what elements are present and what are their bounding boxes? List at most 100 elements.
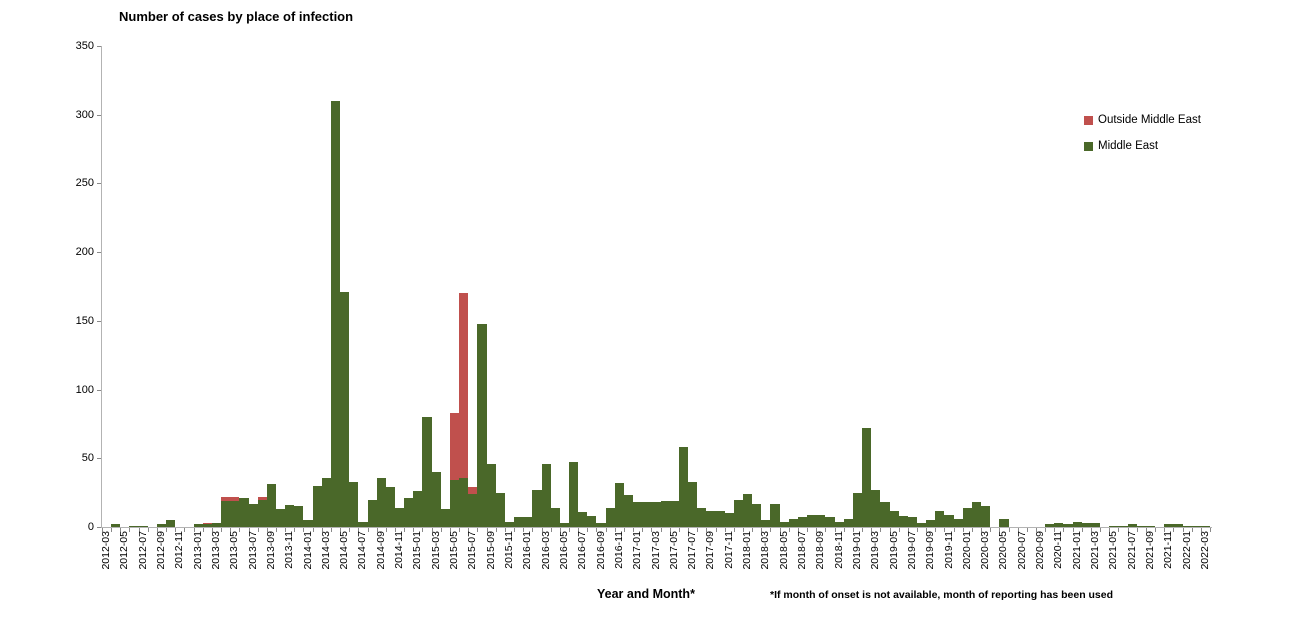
bar-middle-east (358, 521, 368, 527)
x-axis-tick (715, 528, 717, 532)
x-axis-label: 2020-07 (1015, 531, 1028, 570)
x-axis-tick (129, 528, 131, 532)
x-axis-tick (303, 528, 305, 532)
x-axis-tick (1063, 528, 1065, 532)
x-axis-tick (459, 528, 461, 532)
bar-middle-east (871, 489, 881, 527)
x-axis-tick (569, 528, 570, 532)
bar-middle-east (587, 516, 597, 527)
y-axis-tick (97, 114, 101, 116)
bar-outside-middle-east (468, 487, 478, 495)
bar-middle-east (340, 292, 350, 527)
x-axis-tick (184, 528, 186, 532)
bar-middle-east (193, 524, 203, 527)
x-axis-tick (514, 528, 516, 532)
x-axis-tick (495, 528, 497, 532)
legend-label-middle-east: Middle East (1098, 140, 1159, 152)
x-axis-tick (614, 528, 616, 532)
y-axis-tick (97, 183, 101, 185)
x-axis-tick (559, 528, 561, 532)
x-axis-tick (825, 528, 827, 532)
x-axis-tick (962, 528, 964, 532)
bar-middle-east (935, 510, 945, 527)
x-axis-tick (1072, 528, 1074, 532)
x-axis-tick (724, 528, 726, 532)
y-axis-tick (97, 320, 101, 322)
x-axis-tick (422, 528, 424, 532)
x-axis-label: 2012-11 (173, 531, 186, 569)
bar-middle-east (981, 506, 991, 527)
x-axis-tick (486, 528, 488, 532)
bar-middle-east (1182, 525, 1192, 527)
bar-outside-middle-east (257, 496, 267, 500)
x-axis-tick (239, 528, 241, 532)
bar-middle-east (889, 510, 899, 527)
x-axis-label: 2014-01 (301, 531, 314, 570)
x-axis-tick (532, 528, 534, 532)
bar-middle-east (129, 525, 139, 527)
x-axis-tick (166, 528, 168, 532)
x-axis-tick (385, 528, 387, 532)
bar-middle-east (1054, 522, 1064, 527)
bar-middle-east (431, 472, 441, 527)
x-axis-tick (211, 528, 213, 532)
bar-outside-middle-east (221, 496, 231, 501)
x-axis-tick (935, 528, 937, 532)
x-axis-tick (349, 528, 351, 532)
x-axis-label: 2019-01 (850, 531, 863, 570)
bar-middle-east (504, 521, 515, 527)
x-axis-tick (678, 528, 680, 532)
x-axis-tick (138, 528, 140, 532)
x-axis-tick (706, 528, 708, 532)
x-axis-label: 2019-05 (887, 531, 900, 570)
x-axis-tick (541, 528, 543, 532)
bar-middle-east (221, 500, 231, 527)
bar-middle-east (495, 492, 505, 527)
bar-middle-east (596, 522, 606, 527)
x-axis-tick (770, 528, 772, 532)
x-axis-label: 2016-07 (576, 531, 589, 570)
bar-middle-east (541, 463, 551, 527)
x-axis-tick (193, 528, 195, 532)
x-axis-tick (1173, 528, 1175, 532)
x-axis-label: 2017-01 (631, 531, 644, 570)
bar-middle-east (532, 489, 542, 527)
bar-middle-east (678, 447, 689, 527)
x-axis-tick (1182, 528, 1184, 532)
x-axis-label: 2018-07 (796, 531, 808, 570)
x-axis-tick (1155, 528, 1157, 532)
x-axis-label: 2015-07 (466, 531, 479, 570)
chart-title: Number of cases by place of infection (119, 9, 354, 24)
x-axis-label: 2019-11 (942, 531, 955, 569)
x-axis-label: 2017-07 (686, 531, 699, 570)
bar-middle-east (367, 499, 377, 527)
x-axis-tick (275, 528, 277, 532)
x-axis-label: 2016-11 (612, 531, 625, 569)
x-axis-tick (202, 528, 204, 532)
x-axis-tick (1081, 528, 1083, 532)
x-axis-label: 2012-03 (100, 531, 113, 570)
x-axis-tick (697, 528, 699, 532)
x-axis-tick (587, 528, 589, 532)
x-axis-label: 2013-03 (209, 531, 222, 570)
bar-middle-east (880, 502, 890, 527)
x-axis-tick (1008, 528, 1010, 532)
x-axis-tick (1145, 528, 1147, 532)
x-axis-label: 2019-07 (905, 531, 918, 570)
x-axis-tick (981, 528, 983, 532)
footnote: *If month of onset is not available, mon… (770, 589, 1114, 601)
x-axis-tick (761, 528, 763, 532)
x-axis-label: 2015-09 (484, 531, 497, 570)
y-axis-tick (97, 527, 101, 528)
bar-middle-east (248, 503, 258, 527)
bar-middle-east (275, 509, 286, 527)
bar-middle-east (669, 500, 679, 527)
legend-item-outside-middle-east: Outside Middle East (1084, 112, 1201, 128)
x-axis-label: 2020-09 (1034, 531, 1047, 570)
x-axis-tick (395, 528, 397, 532)
x-axis-label: 2017-03 (649, 531, 662, 570)
x-axis-tick (266, 528, 268, 532)
bar-middle-east (761, 520, 771, 527)
bar-middle-east (376, 477, 386, 527)
bar-middle-east (623, 495, 634, 527)
